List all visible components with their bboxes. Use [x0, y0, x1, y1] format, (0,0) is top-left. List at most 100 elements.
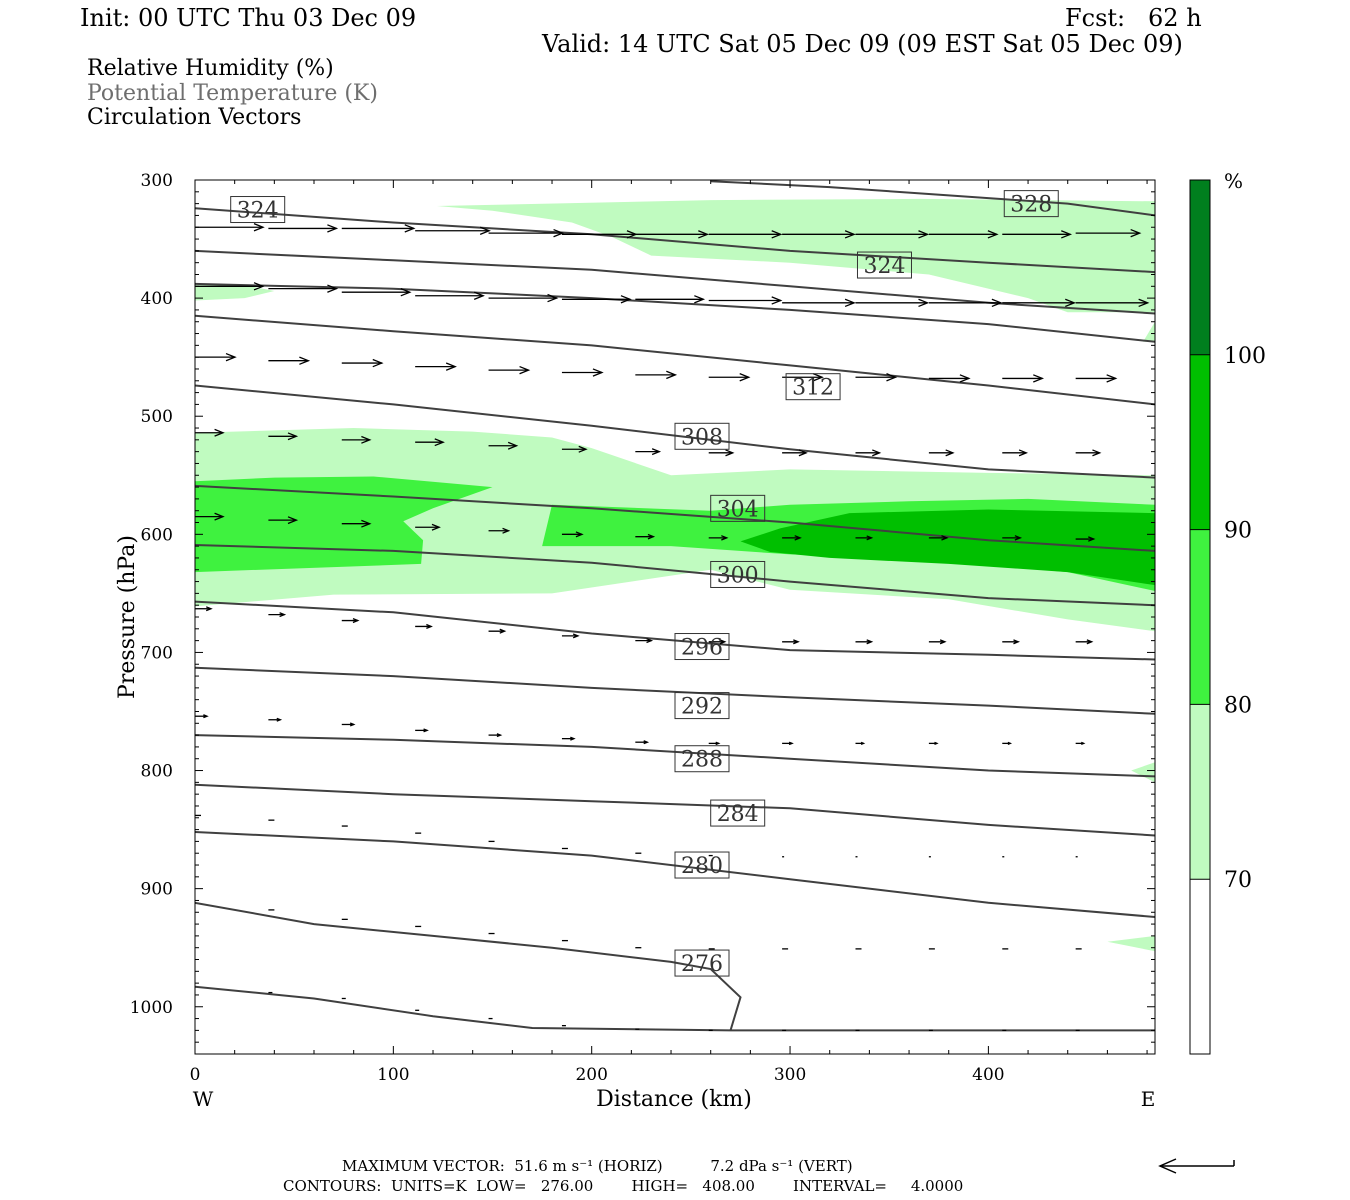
vector-head [287, 516, 299, 525]
contour-label-box [674, 745, 730, 773]
circulation-vector [561, 295, 632, 304]
colorbar: % 100 90 80 70 [1189, 169, 1266, 1055]
vector-head [1088, 536, 1096, 542]
vector-head [945, 449, 955, 457]
vector-head [1061, 230, 1073, 239]
y-tick-label: 600 [141, 525, 173, 545]
contour-label-box [674, 949, 730, 977]
circulation-vector [1002, 374, 1045, 383]
theta-contour-284 [195, 783, 1155, 837]
circulation-vector [635, 638, 654, 644]
circulation-vector [928, 298, 1003, 308]
circulation-vector [635, 230, 710, 239]
vector-head [205, 606, 213, 612]
circulation-vector [415, 438, 445, 447]
contour-label-296: 296 [674, 633, 730, 661]
contour-label-text: 328 [1010, 193, 1052, 218]
circulation-vector [488, 441, 519, 450]
rh-region-70-80 [437, 198, 1155, 313]
vector-head [553, 228, 565, 238]
circulation-vector [341, 358, 384, 368]
circulation-vector [635, 295, 706, 304]
circulation-vector [268, 284, 339, 293]
circulation-vector [268, 717, 283, 722]
x-axis-west-label: W [193, 1087, 214, 1111]
vector-head [287, 432, 299, 441]
vector-head [771, 230, 783, 239]
contour-label-text: 300 [717, 563, 759, 588]
circulation-vector [928, 230, 999, 239]
theta-contour-288 [195, 734, 1155, 778]
vector-head [575, 531, 584, 538]
vector-head [502, 527, 511, 534]
contour-label-box [785, 373, 841, 401]
circulation-vector [415, 291, 485, 300]
vector-head [1018, 449, 1029, 457]
circulation-vector [341, 722, 356, 727]
contour-label-text: 324 [863, 254, 905, 279]
vector-head [361, 435, 372, 444]
vector-head [400, 287, 412, 297]
contour-label-box [1003, 190, 1059, 218]
vector-head [423, 728, 429, 733]
contour-label-328: 328 [1003, 190, 1059, 218]
contour-label-text: 312 [792, 376, 834, 401]
vector-head [812, 373, 824, 382]
colorbar-frame [1189, 179, 1211, 1055]
circulation-vector [928, 374, 971, 383]
vector-head [666, 370, 678, 380]
x-axis-east-label: E [1141, 1087, 1156, 1111]
vector-head [225, 352, 237, 362]
contour-label-text: 308 [681, 425, 723, 450]
theta-contour-308 [195, 384, 1155, 479]
circulation-vector [341, 224, 416, 233]
circulation-vector [268, 516, 299, 525]
vector-head [620, 295, 632, 304]
circulation-vector [341, 287, 412, 297]
contour-label-text: 292 [681, 695, 723, 720]
vector-head [793, 639, 800, 645]
colorbar-unit: % [1224, 169, 1243, 193]
vector-head [798, 449, 808, 457]
contour-label-box [230, 196, 286, 224]
circulation-vector [782, 741, 794, 746]
vector-head [698, 230, 710, 239]
vector-head [214, 512, 225, 521]
colorbar-tick-label: 80 [1224, 693, 1252, 718]
circulation-vector [561, 633, 580, 639]
theta-contour-276 [195, 985, 1155, 1032]
legend-potential-temperature: Potential Temperature (K) [87, 81, 378, 106]
vector-head [253, 282, 265, 291]
colorbar-tick-label: 100 [1224, 344, 1266, 369]
circulation-vector [635, 448, 662, 456]
vector-head [404, 224, 416, 233]
maximum-vector-note: MAXIMUM VECTOR: 51.6 m s⁻¹ (HORIZ) 7.2 d… [342, 1157, 853, 1175]
circulation-vector [782, 298, 856, 308]
circulation-vector [928, 535, 949, 541]
vector-head [372, 358, 384, 368]
circulation-vector [488, 628, 507, 634]
circulation-vector [1002, 741, 1013, 745]
vector-head [431, 523, 441, 531]
vector-head [352, 618, 360, 624]
circulation-vector [488, 293, 559, 303]
vector-head [1086, 639, 1094, 645]
circulation-vector [708, 639, 727, 645]
circulation-vector [708, 741, 721, 746]
theta-contour-296 [195, 600, 1155, 661]
contour-label-308: 308 [674, 422, 730, 450]
contour-label-276: 276 [674, 949, 730, 977]
vector-head [1106, 374, 1118, 383]
valid-time: Valid: 14 UTC Sat 05 Dec 09 (09 EST Sat … [542, 30, 1183, 58]
contour-label-292: 292 [674, 692, 730, 720]
vector-head [1007, 741, 1013, 745]
circulation-vector [1075, 298, 1150, 308]
circulation-vector [782, 535, 802, 541]
circulation-vector [635, 370, 678, 380]
circulation-vector [855, 373, 898, 382]
contour-label-box [710, 799, 766, 827]
vector-head [203, 714, 209, 719]
vector-head [987, 230, 999, 239]
vector-head [719, 639, 727, 645]
